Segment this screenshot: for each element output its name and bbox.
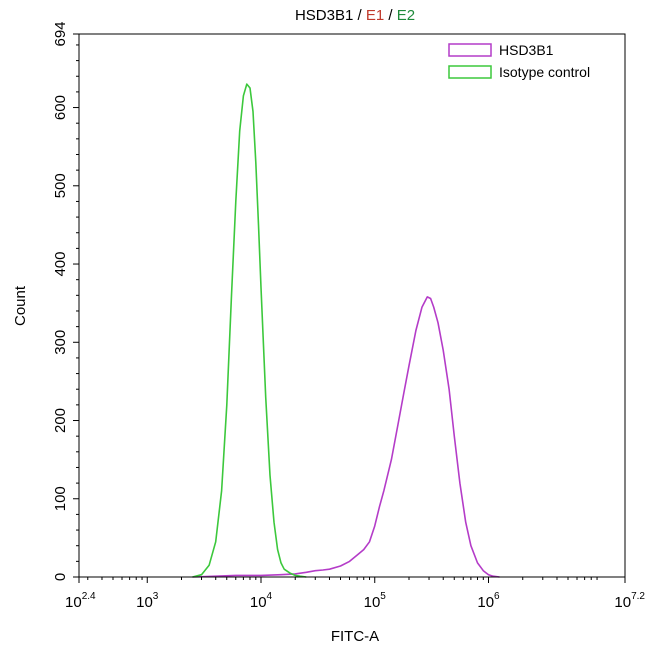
x-tick-label: 103 (136, 591, 159, 611)
y-tick-label: 600 (52, 95, 69, 120)
x-axis: 102.4 103 104 105 106 107.2 (65, 577, 645, 611)
x-tick-label: 102.4 (65, 591, 96, 611)
title-part-4: E2 (397, 7, 415, 24)
y-axis: 0 100 200 300 400 500 600 694 (52, 21, 79, 581)
title-part-0: HSD3B1 (295, 7, 353, 24)
x-tick-label: 104 (250, 591, 273, 611)
y-tick-label: 300 (52, 330, 69, 355)
y-tick-label: 694 (52, 21, 69, 46)
plot-area-frame (78, 33, 626, 578)
legend-swatch-0 (448, 43, 492, 57)
y-tick-label: 500 (52, 173, 69, 198)
legend-label-0: HSD3B1 (499, 42, 554, 58)
y-tick-label: 0 (52, 573, 69, 581)
x-axis-label: FITC-A (331, 628, 379, 645)
title-part-3: / (384, 7, 397, 24)
title-part-1: / (353, 7, 366, 24)
series-line-0 (192, 296, 500, 578)
y-axis-label: Count (12, 285, 29, 326)
chart-title: HSD3B1 / E1 / E2 (295, 7, 415, 24)
legend: HSD3B1 Isotype control (448, 42, 590, 80)
x-tick-label: 105 (364, 591, 387, 611)
series-layer (192, 83, 500, 578)
legend-swatch-1 (448, 65, 492, 79)
x-tick-label: 106 (477, 591, 500, 611)
title-part-2: E1 (366, 7, 384, 24)
x-tick-label: 107.2 (614, 591, 645, 611)
series-line-1 (192, 83, 307, 578)
legend-label-1: Isotype control (499, 64, 590, 80)
y-tick-label: 100 (52, 486, 69, 511)
y-tick-label: 200 (52, 408, 69, 433)
y-tick-label: 400 (52, 252, 69, 277)
